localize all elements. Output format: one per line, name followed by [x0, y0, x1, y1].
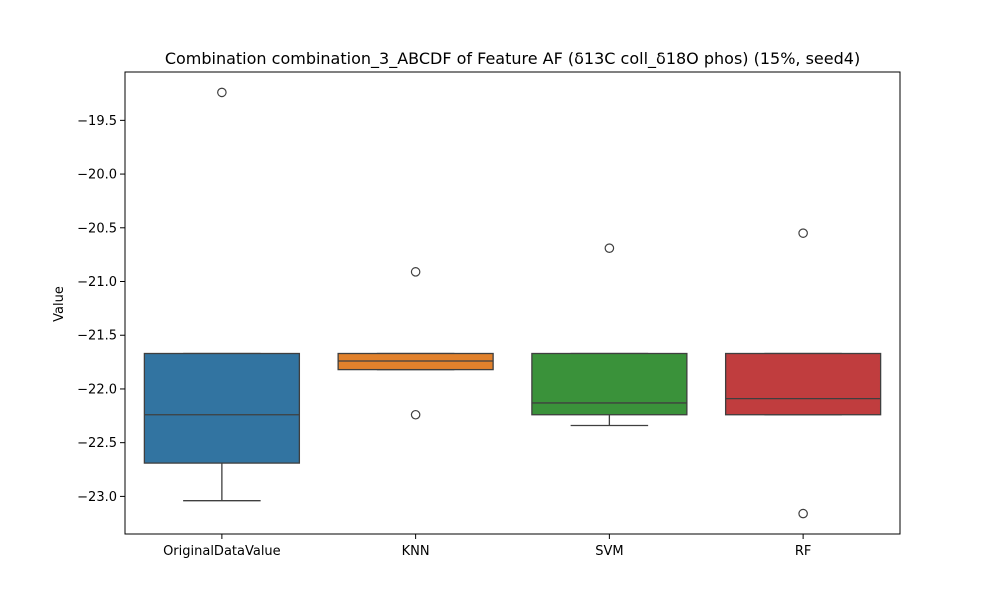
y-tick-label: −21.0	[77, 275, 117, 290]
y-axis-label: Value	[52, 286, 67, 322]
y-tick-label: −21.5	[77, 329, 117, 344]
box-rf	[724, 352, 882, 416]
box-svm	[531, 352, 688, 416]
y-tick-label: −20.0	[77, 168, 117, 183]
plot-frame	[124, 71, 901, 535]
plot-area: −23.0 −22.5 −22.0 −21.5 −21.0 −20.5 −20.0 −19.5…	[77, 87, 882, 559]
outlier-point	[217, 87, 227, 98]
x-tick-label: KNN	[402, 544, 430, 559]
outlier-point	[798, 228, 808, 238]
outlier-point	[798, 508, 808, 519]
y-tick-label: −19.5	[77, 114, 117, 129]
y-tick-label: −20.5	[77, 221, 117, 236]
x-tick-label: RF	[795, 544, 812, 559]
y-tick-label: −22.5	[77, 436, 117, 451]
outlier-point	[410, 409, 421, 420]
chart-title: Combination combination_3_ABCDF of Featu…	[165, 49, 860, 69]
x-tick-label: OriginalDataValue	[163, 544, 281, 559]
box-originaldatavalue	[143, 352, 301, 464]
y-tick-label: −22.0	[77, 382, 117, 397]
outlier-point	[604, 243, 615, 254]
x-tick-label: SVM	[595, 544, 623, 559]
outlier-point	[410, 267, 421, 277]
y-tick-label: −23.0	[77, 490, 117, 505]
